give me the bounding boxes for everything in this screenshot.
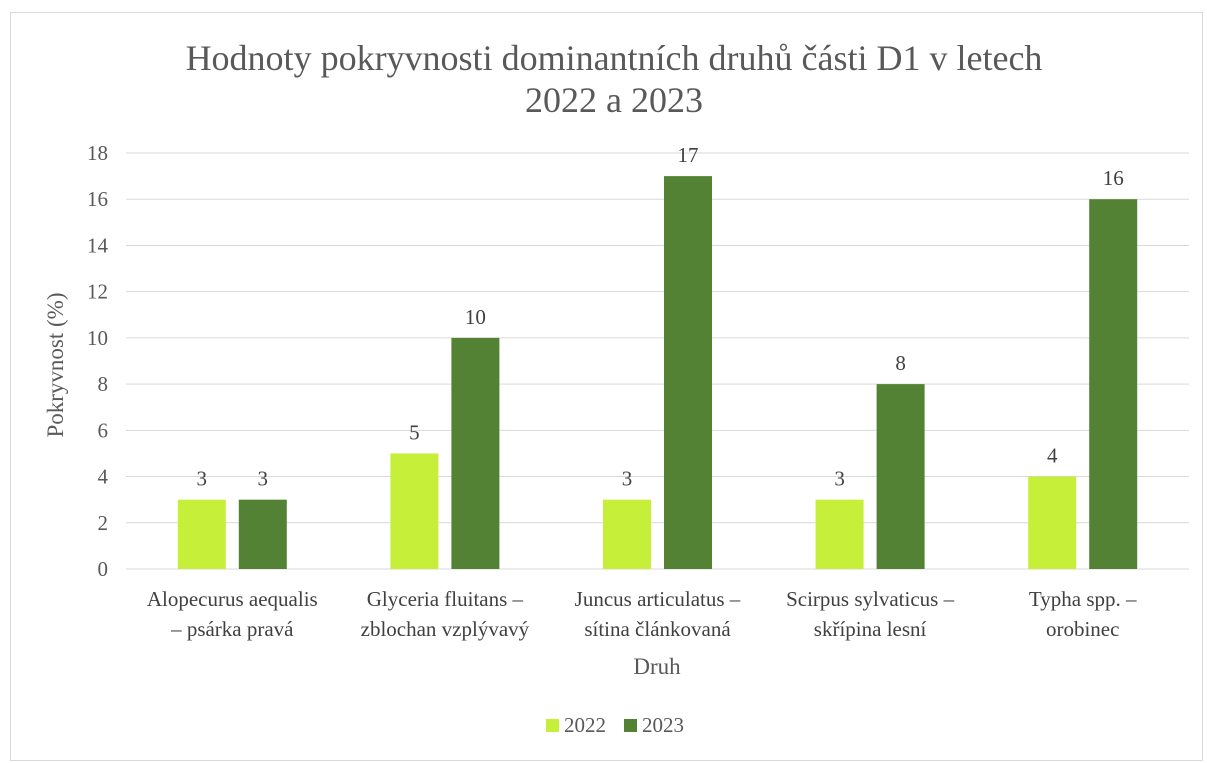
legend-swatch — [624, 719, 637, 732]
data-label: 10 — [465, 305, 486, 329]
y-tick-label: 12 — [87, 280, 108, 304]
bar-2023 — [1089, 199, 1138, 569]
y-tick-label: 10 — [87, 326, 108, 350]
y-tick-label: 14 — [87, 233, 109, 257]
data-label: 17 — [678, 143, 699, 167]
x-category-label: zblochan vzplývavý — [361, 617, 530, 641]
chart-title-line: 2022 a 2023 — [525, 80, 703, 120]
x-category-label: Alopecurus aequalis — [147, 587, 318, 611]
x-axis-categories: Alopecurus aequalis – psárka pravá Glyceri… — [147, 587, 1137, 641]
bar-2022 — [603, 499, 651, 569]
bars — [177, 176, 1138, 569]
y-tick-label: 0 — [98, 557, 109, 581]
y-tick-label: 8 — [98, 372, 109, 396]
x-category-label: Juncus articulatus – — [575, 587, 741, 611]
data-label: 3 — [834, 467, 845, 491]
data-label: 8 — [895, 351, 906, 375]
x-category-label: Glyceria fluitans – — [367, 587, 524, 611]
data-label: 3 — [197, 467, 208, 491]
y-axis-ticks: 0 2 4 6 8 10 12 14 16 18 — [87, 141, 109, 581]
legend: 2022 2023 — [546, 713, 684, 737]
gridlines — [126, 152, 1189, 570]
data-label: 4 — [1047, 444, 1058, 468]
bar-2022 — [177, 499, 226, 569]
y-axis-title: Pokryvnost (%) — [43, 292, 68, 437]
y-tick-label: 6 — [98, 418, 109, 442]
legend-swatch — [546, 719, 559, 732]
bar-2022 — [1028, 476, 1077, 569]
data-label: 16 — [1103, 166, 1124, 190]
x-category-label: – psárka pravá — [170, 617, 294, 641]
chart-title-line: Hodnoty pokryvnosti dominantních druhů č… — [186, 38, 1043, 78]
bar-2023 — [238, 499, 287, 569]
bar-2022 — [815, 499, 864, 569]
y-tick-label: 16 — [87, 187, 108, 211]
legend-label: 2022 — [564, 713, 606, 737]
legend-label: 2023 — [642, 713, 684, 737]
x-category-label: skřípina lesní — [814, 617, 927, 641]
bar-2023 — [664, 176, 712, 569]
data-label: 3 — [622, 467, 633, 491]
y-tick-label: 2 — [98, 511, 109, 535]
x-category-label: orobinec — [1046, 617, 1119, 641]
y-tick-label: 4 — [98, 465, 109, 489]
data-label: 5 — [409, 420, 420, 444]
bar-2022 — [390, 453, 439, 569]
data-label: 3 — [258, 467, 269, 491]
x-axis-title: Druh — [633, 654, 681, 679]
bar-chart: Hodnoty pokryvnosti dominantních druhů č… — [43, 38, 1189, 737]
y-tick-label: 18 — [87, 141, 108, 165]
bar-2023 — [876, 384, 925, 569]
x-category-label: Scirpus sylvaticus – — [786, 587, 954, 611]
chart-frame: Hodnoty pokryvnosti dominantních druhů č… — [10, 12, 1203, 761]
x-category-label: sítina článkovaná — [584, 617, 731, 641]
chart-title: Hodnoty pokryvnosti dominantních druhů č… — [186, 38, 1043, 120]
bar-2023 — [451, 337, 500, 569]
x-category-label: Typha spp. – — [1029, 587, 1137, 611]
data-labels: 3 3 5 10 3 17 3 8 4 16 — [197, 143, 1124, 491]
